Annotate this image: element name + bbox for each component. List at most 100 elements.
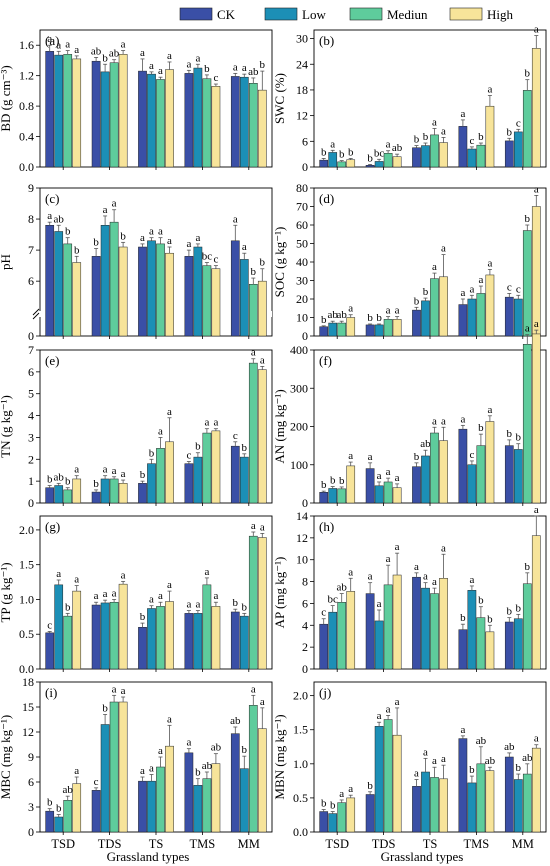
significance-letter: b xyxy=(65,476,71,488)
significance-letter: a xyxy=(386,305,391,317)
significance-letter: a xyxy=(149,60,154,72)
significance-letter: b xyxy=(507,428,513,440)
x-tick-label-mm: MM xyxy=(512,837,534,851)
y-tick-label: 5 xyxy=(28,387,34,401)
y-tick-label: 70 xyxy=(296,200,308,214)
significance-letter: a xyxy=(47,210,52,222)
significance-letter: a xyxy=(204,417,209,429)
significance-letter: ab xyxy=(248,66,259,78)
significance-letter: a xyxy=(487,257,492,269)
significance-letter: b xyxy=(195,767,201,779)
panel-label-a: (a) xyxy=(45,33,59,48)
bar-mediun-tms xyxy=(476,144,486,168)
y-tick-label: 400 xyxy=(290,343,308,357)
bar-high-ts xyxy=(165,745,174,833)
significance-letter: a xyxy=(534,733,539,745)
significance-letter: c xyxy=(469,449,474,461)
significance-letter: a xyxy=(251,683,256,695)
significance-letter: ab xyxy=(420,438,431,450)
bar-high-mm xyxy=(531,48,541,168)
significance-letter: a xyxy=(386,139,391,151)
axis-break-mark xyxy=(32,312,40,320)
significance-letter: ab xyxy=(485,755,496,767)
significance-letter: a xyxy=(158,65,163,77)
bar-high-ts xyxy=(165,69,174,168)
legend-swatch-ck xyxy=(179,7,213,21)
bar-high-mm xyxy=(531,747,541,833)
x-tick-label-ts: TS xyxy=(149,837,164,851)
significance-letter: a xyxy=(348,783,353,795)
significance-letter: a xyxy=(525,323,530,335)
bar-ck-tms xyxy=(458,629,468,670)
x-tick-label-ts: TS xyxy=(423,837,438,851)
significance-letter: ab xyxy=(202,760,213,772)
significance-letter: ab xyxy=(337,309,348,321)
bar-low-ts xyxy=(421,587,430,670)
panel-label-e: (e) xyxy=(45,353,59,368)
legend-swatch-mediun xyxy=(349,7,383,21)
legend: CK Low Mediun High xyxy=(179,7,514,22)
bar-high-tsd xyxy=(72,262,82,337)
legend-label-high: High xyxy=(487,7,514,22)
significance-letter: b xyxy=(321,479,327,491)
significance-letter: a xyxy=(260,696,265,708)
y-tick-label: 8 xyxy=(302,575,308,589)
significance-letter: b xyxy=(339,475,345,487)
bar-mediun-tsd xyxy=(337,322,347,337)
significance-letter: a xyxy=(368,451,373,463)
significance-letter: a xyxy=(377,470,382,482)
y-tick-label: 30 xyxy=(296,32,308,46)
bar-low-tds xyxy=(374,620,384,670)
y-tick-label: 0 xyxy=(28,329,34,343)
significance-letter: a xyxy=(432,116,437,128)
bar-mediun-tms xyxy=(202,584,212,670)
y-axis-label-j: MBN (mg kg⁻¹) xyxy=(272,714,287,799)
bar-mediun-tds xyxy=(109,221,119,337)
y-tick-label: 9 xyxy=(28,181,34,195)
significance-letter: b xyxy=(423,286,429,298)
y-tick-label: 6 xyxy=(28,274,34,288)
axis-break-mark xyxy=(32,308,40,316)
bar-low-tds xyxy=(100,478,110,504)
bar-high-mm xyxy=(257,537,267,670)
significance-letter: b xyxy=(478,131,484,143)
bar-ck-tms xyxy=(458,738,468,833)
bar-mediun-tds xyxy=(383,584,393,670)
bar-mediun-ts xyxy=(156,243,165,337)
significance-letter: b xyxy=(507,126,513,138)
significance-letter: b xyxy=(260,59,266,71)
y-tick-label: 2.0 xyxy=(19,523,34,537)
bar-ck-tsd xyxy=(45,810,55,833)
bar-mediun-tds xyxy=(109,601,119,670)
significance-letter: ab xyxy=(91,45,102,57)
significance-letter: bc xyxy=(374,147,385,159)
bar-ck-ts xyxy=(412,309,421,337)
bar-mediun-mm xyxy=(522,344,532,504)
bar-low-ts xyxy=(421,771,430,833)
bar-high-ts xyxy=(439,778,448,833)
bar-high-mm xyxy=(531,535,541,670)
bar-ck-tsd xyxy=(319,811,329,833)
bar-high-tds xyxy=(392,319,402,337)
x-tick-label-mm: MM xyxy=(238,837,260,851)
significance-letter: b xyxy=(140,469,146,481)
significance-letter: b xyxy=(367,312,373,324)
significance-letter: b xyxy=(469,764,475,776)
significance-letter: a xyxy=(167,50,172,62)
bar-ck-tms xyxy=(184,256,194,337)
y-tick-label: 6 xyxy=(302,134,308,148)
y-tick-label: 1.6 xyxy=(19,38,34,52)
significance-letter: a xyxy=(348,566,353,578)
bar-mediun-tsd xyxy=(337,161,347,168)
x-tick-label-tds: TDS xyxy=(372,837,396,851)
significance-letter: ab xyxy=(54,471,65,483)
bar-high-ts xyxy=(439,578,448,670)
y-tick-label: 50 xyxy=(296,237,308,251)
bar-mediun-tsd xyxy=(63,243,73,337)
significance-letter: b xyxy=(339,149,345,161)
bar-ck-tds xyxy=(365,468,375,504)
y-axis-label-f: AN (mg kg⁻¹) xyxy=(272,389,287,463)
